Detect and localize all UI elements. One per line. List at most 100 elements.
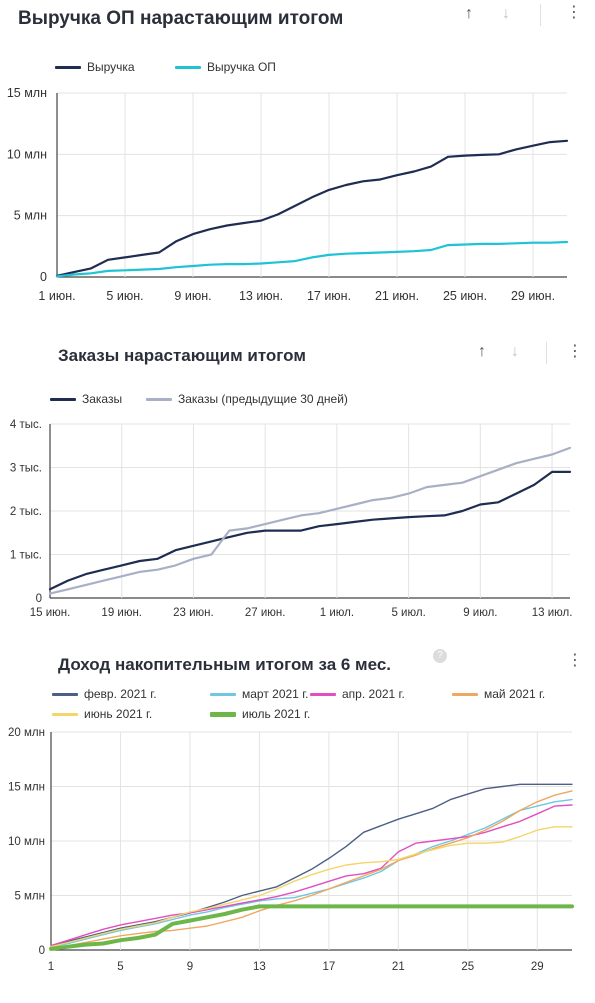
x-tick-label: 9 июл. [463, 607, 497, 619]
revenue-op-panel: Выручка ОП нарастающим итогом ↑ ↓ ⋮ Выру… [0, 0, 595, 320]
legend-swatch [50, 397, 76, 401]
series-line-2 [50, 798, 573, 948]
help-circle-icon[interactable]: ? [433, 649, 447, 663]
legend-item[interactable]: Заказы [50, 392, 122, 406]
legend-item[interactable]: Выручка ОП [175, 60, 276, 74]
sort-ascending-button[interactable]: ↑ [478, 344, 486, 360]
y-tick-label: 4 тыс. [10, 419, 42, 431]
more-options-button[interactable]: ⋮ [566, 5, 582, 21]
x-tick-label: 5 июн. [106, 289, 143, 303]
legend-item[interactable]: Выручка [55, 60, 135, 74]
legend-label: май 2021 г. [484, 687, 546, 701]
chart-title: Выручка ОП нарастающим итогом [18, 8, 344, 29]
legend-swatch [452, 692, 478, 696]
grid [49, 423, 570, 599]
legend-swatch [52, 712, 78, 716]
y-tick-label: 3 тыс. [10, 463, 42, 475]
legend-swatch [210, 711, 236, 717]
legend-label: июнь 2021 г. [84, 707, 153, 721]
chart-title: Доход накопительным итогом за 6 мес. [58, 655, 392, 674]
x-tick-label: 5 июл. [391, 607, 425, 619]
arrow-up-icon: ↑ [478, 343, 486, 360]
x-tick-label: 9 [187, 961, 193, 973]
legend-label: июль 2021 г. [242, 707, 311, 721]
x-tick-label: 17 июн. [307, 289, 351, 303]
sort-descending-button[interactable]: ↓ [511, 344, 519, 360]
y-tick-label: 1 тыс. [10, 550, 42, 562]
grid [50, 731, 572, 951]
y-tick-label: 20 млн [8, 727, 45, 739]
legend-item[interactable]: май 2021 г. [452, 687, 545, 701]
y-tick-label: 0 [36, 593, 42, 605]
legend-label: март 2021 г. [242, 687, 309, 701]
legend-swatch [55, 65, 81, 69]
chart-plot: 0 1 тыс. 2 тыс. 3 тыс. 4 тыс. 15 июн. 19 июн. 2… [10, 419, 572, 619]
x-tick-label: 29 [531, 961, 544, 973]
y-tick-label: 5 млн [14, 891, 45, 903]
y-tick-label: 0 [40, 270, 47, 284]
x-tick-label: 15 июн. [30, 607, 71, 619]
chart-plot: 0 5 млн 10 млн 15 млн 20 млн 1 5 9 13 17 21 25 29 [8, 727, 574, 973]
legend-item[interactable]: март 2021 г. [210, 687, 308, 701]
legend-swatch [175, 65, 201, 69]
x-tick-label: 21 июн. [375, 289, 419, 303]
sort-ascending-button[interactable]: ↑ [465, 6, 473, 22]
x-tick-label: 29 июн. [511, 289, 555, 303]
legend-label: февр. 2021 г. [84, 687, 157, 701]
legend-swatch [146, 397, 172, 401]
arrow-down-icon: ↓ [502, 5, 510, 22]
x-tick-label: 21 [392, 961, 405, 973]
x-tick-label: 1 [48, 961, 54, 973]
series-line-1 [48, 470, 572, 591]
y-tick-label: 5 млн [14, 209, 47, 223]
sort-descending-button[interactable]: ↓ [502, 6, 510, 22]
income-6m-panel: Доход накопительным итогом за 6 мес. ? ⋮… [0, 645, 595, 1003]
legend-item[interactable]: июль 2021 г. [210, 707, 310, 721]
y-tick-label: 15 млн [7, 86, 47, 100]
grid [56, 92, 567, 278]
legend-swatch [310, 692, 336, 696]
x-tick-label: 13 [253, 961, 266, 973]
series-line-5 [50, 826, 573, 948]
y-tick-label: 15 млн [8, 782, 45, 794]
orders-panel: Заказы нарастающим итогом ↑ ↓ ⋮ Заказы За… [0, 330, 595, 640]
series-line-1 [55, 139, 569, 277]
x-tick-label: 9 июн. [174, 289, 211, 303]
more-vertical-icon: ⋮ [566, 4, 582, 21]
x-tick-label: 5 [117, 961, 123, 973]
y-tick-label: 0 [39, 945, 45, 957]
series-line-4 [50, 790, 573, 949]
x-tick-label: 19 июн. [101, 607, 142, 619]
x-tick-label: 1 июл. [320, 607, 354, 619]
chart-plot: 0 5 млн 10 млн 15 млн 1 июн. 5 июн. 9 июн. 13 и… [7, 86, 569, 303]
chart-title: Заказы нарастающим итогом [58, 346, 306, 365]
legend-item[interactable]: апр. 2021 г. [310, 687, 405, 701]
more-options-button[interactable]: ⋮ [567, 653, 583, 669]
series-line-3 [50, 804, 573, 947]
legend-label: Выручка ОП [207, 60, 276, 74]
legend-item[interactable]: февр. 2021 г. [52, 687, 157, 701]
series-line-6 [49, 904, 574, 951]
more-options-button[interactable]: ⋮ [567, 344, 583, 360]
more-vertical-icon: ⋮ [567, 652, 583, 669]
legend-label: Заказы [82, 392, 123, 406]
x-tick-label: 27 июн. [245, 607, 286, 619]
legend-item[interactable]: Заказы (предыдущие 30 дней) [146, 392, 348, 406]
series-line-2 [48, 446, 572, 595]
x-tick-label: 1 июн. [38, 289, 75, 303]
toolbar-divider [540, 4, 541, 26]
series-line-2 [55, 240, 569, 278]
legend-label: апр. 2021 г. [342, 687, 405, 701]
arrow-down-icon: ↓ [511, 343, 519, 360]
legend-swatch [52, 692, 78, 696]
y-tick-label: 10 млн [7, 147, 47, 161]
x-tick-label: 25 июн. [443, 289, 487, 303]
toolbar-divider [546, 342, 547, 364]
legend-swatch [210, 692, 236, 696]
legend-label: Заказы (предыдущие 30 дней) [178, 392, 348, 406]
legend-label: Выручка [87, 60, 135, 74]
y-tick-label: 10 млн [8, 836, 45, 848]
x-tick-label: 23 июн. [173, 607, 214, 619]
legend-item[interactable]: июнь 2021 г. [52, 707, 152, 721]
series-line-1 [50, 783, 573, 948]
